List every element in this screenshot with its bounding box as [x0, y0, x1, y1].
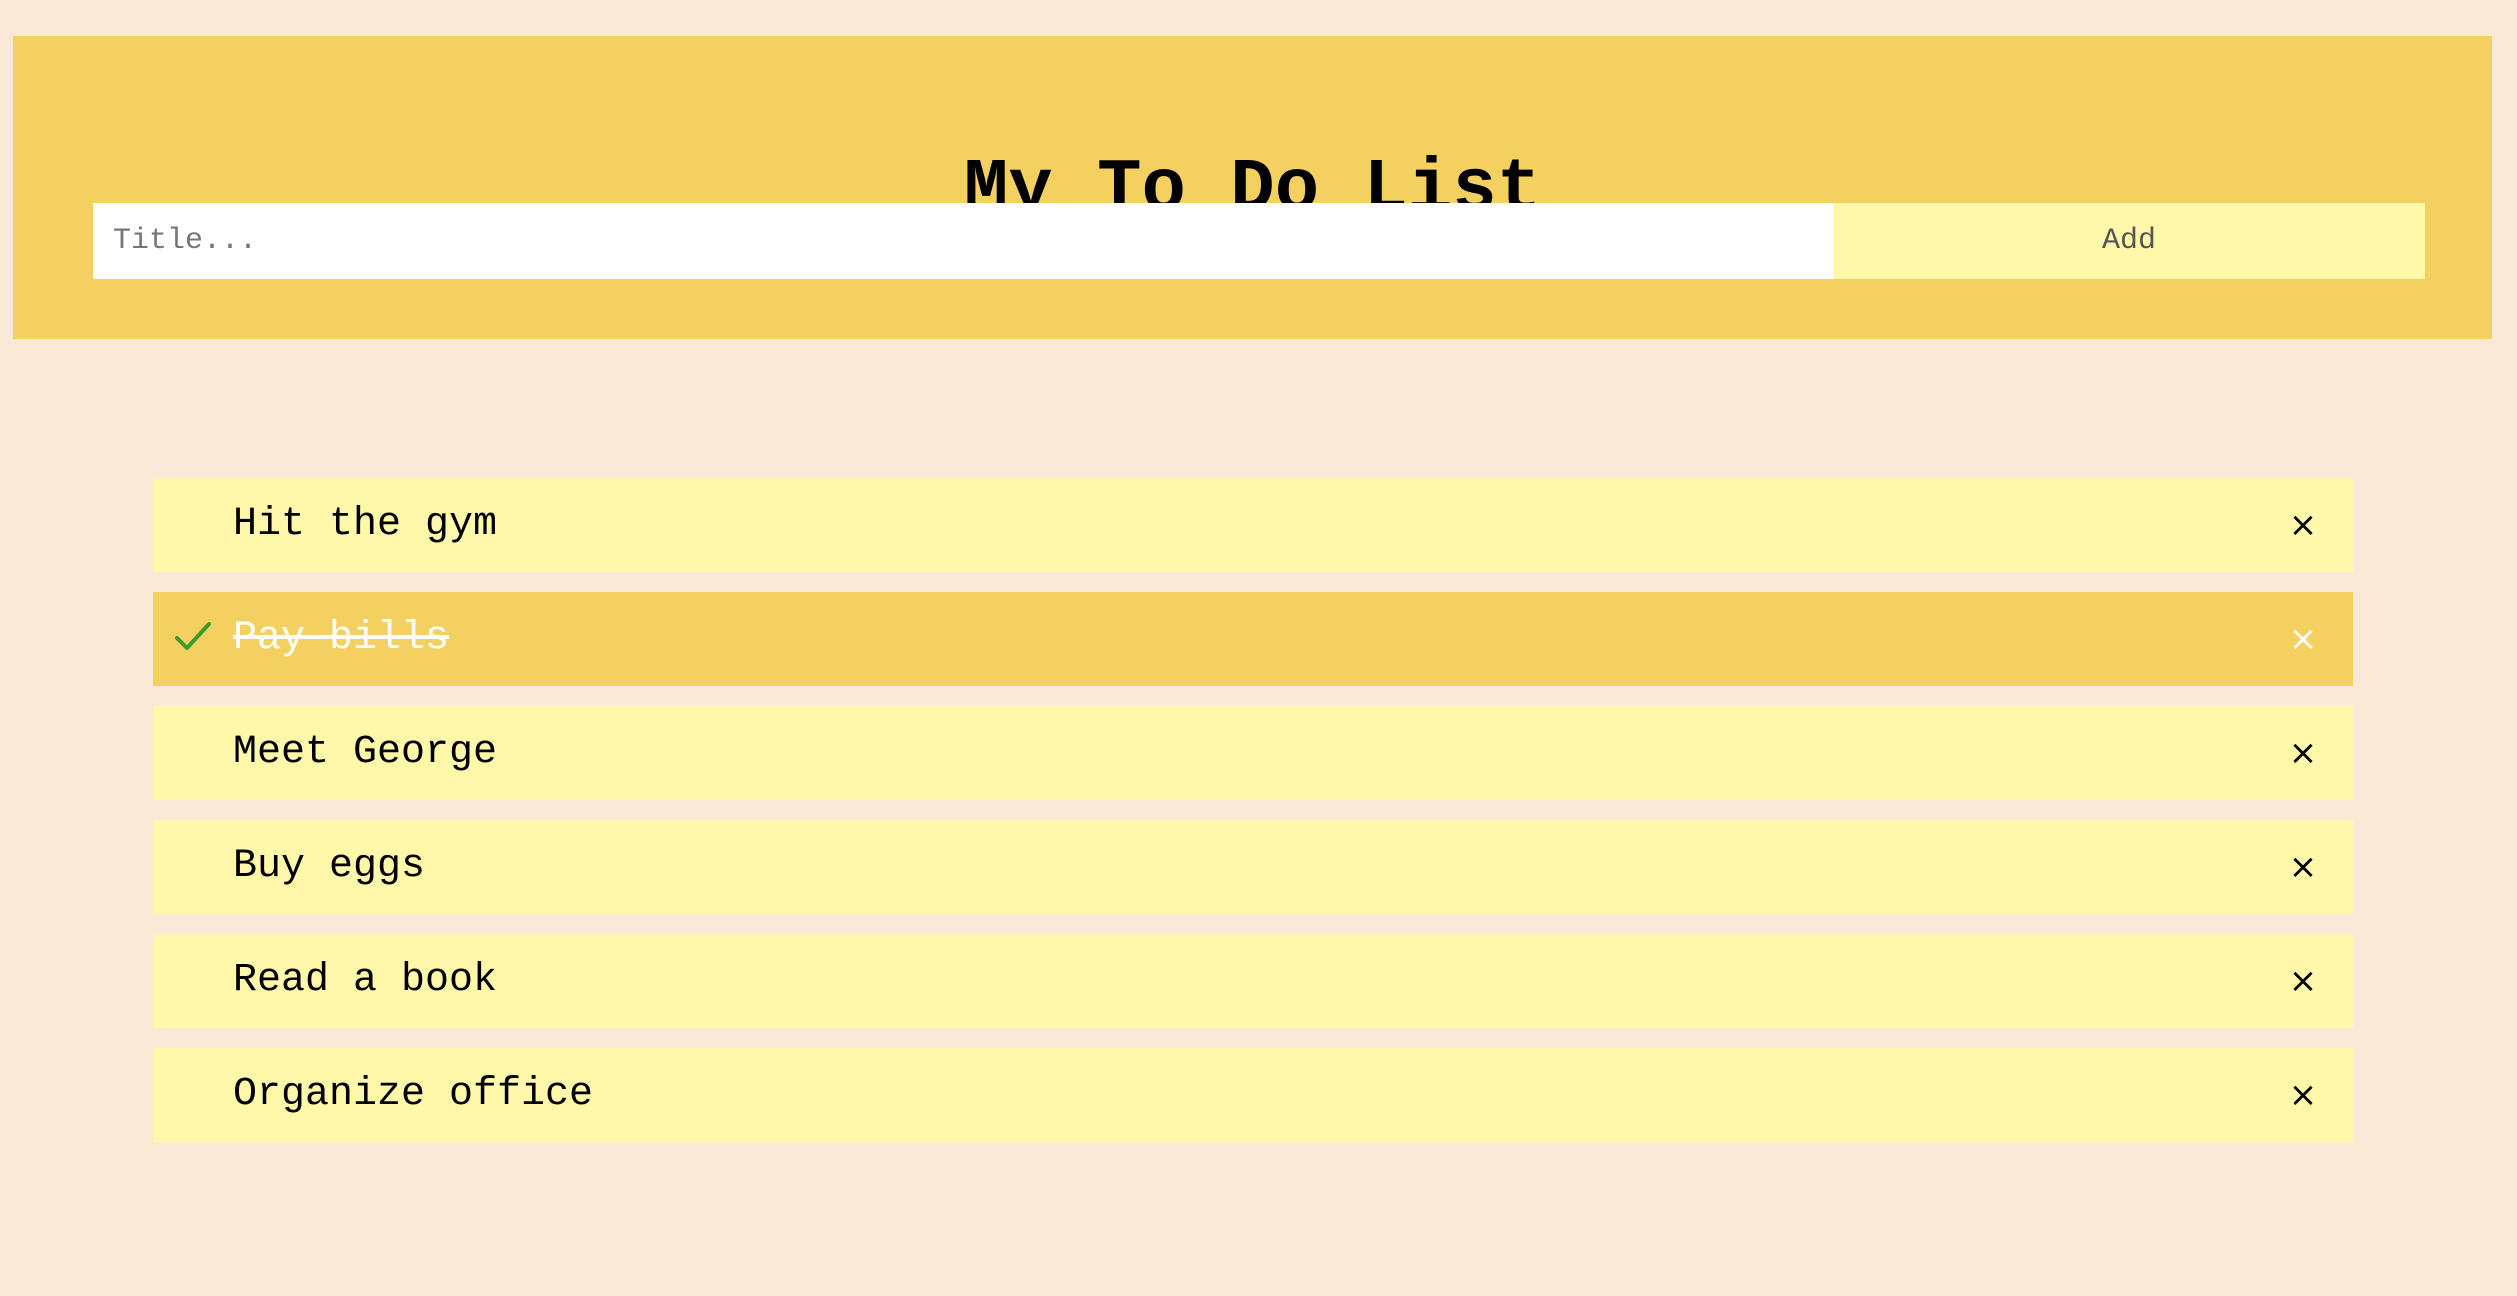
close-icon[interactable]: × — [2288, 505, 2318, 545]
todo-list: Hit the gym × Pay bills × Meet George × … — [153, 478, 2353, 1162]
todo-item[interactable]: Buy eggs × — [153, 820, 2353, 914]
todo-item[interactable]: Hit the gym × — [153, 478, 2353, 572]
todo-item[interactable]: Read a book × — [153, 934, 2353, 1028]
title-input[interactable] — [93, 203, 1833, 279]
todo-text: Read a book — [233, 958, 498, 1003]
todo-text: Meet George — [233, 730, 498, 775]
todo-item-checked[interactable]: Pay bills × — [153, 592, 2353, 686]
header: My To Do List Add — [13, 36, 2492, 339]
check-icon — [175, 622, 211, 650]
close-icon[interactable]: × — [2288, 847, 2318, 887]
close-icon[interactable]: × — [2288, 1075, 2318, 1115]
close-icon[interactable]: × — [2288, 961, 2318, 1001]
close-icon[interactable]: × — [2288, 619, 2318, 659]
add-button[interactable]: Add — [1833, 203, 2425, 279]
todo-text: Hit the gym — [233, 502, 498, 547]
todo-text: Organize office — [233, 1072, 594, 1117]
todo-text: Buy eggs — [233, 844, 426, 889]
todo-text: Pay bills — [233, 616, 450, 661]
close-icon[interactable]: × — [2288, 733, 2318, 773]
todo-item[interactable]: Meet George × — [153, 706, 2353, 800]
todo-item[interactable]: Organize office × — [153, 1048, 2353, 1142]
